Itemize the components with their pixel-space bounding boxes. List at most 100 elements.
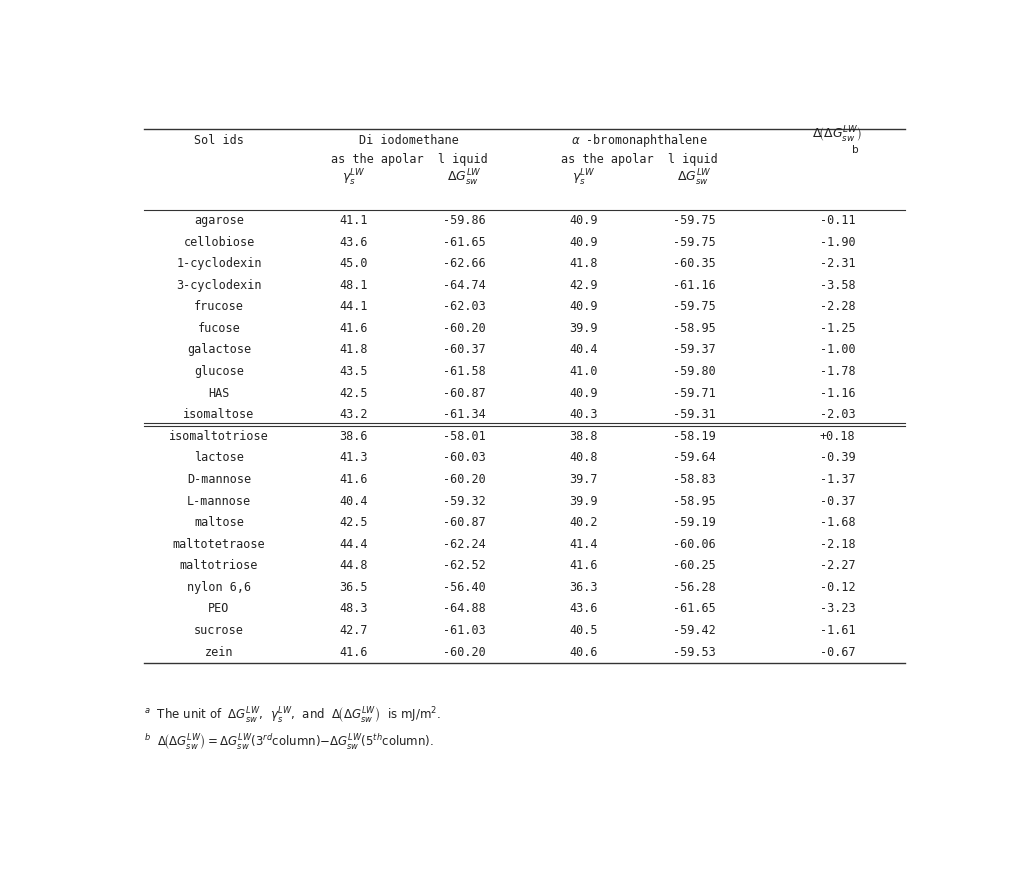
- Text: 42.5: 42.5: [340, 516, 368, 529]
- Text: -61.34: -61.34: [443, 408, 486, 421]
- Text: b: b: [851, 145, 858, 155]
- Text: -62.66: -62.66: [443, 258, 486, 270]
- Text: 41.6: 41.6: [340, 321, 368, 335]
- Text: 43.5: 43.5: [340, 365, 368, 378]
- Text: L-mannose: L-mannose: [187, 495, 251, 507]
- Text: 40.9: 40.9: [570, 386, 598, 399]
- Text: isomaltotriose: isomaltotriose: [169, 430, 269, 442]
- Text: -56.28: -56.28: [673, 581, 716, 594]
- Text: -2.28: -2.28: [819, 300, 855, 314]
- Text: -59.75: -59.75: [673, 236, 716, 249]
- Text: 41.8: 41.8: [340, 343, 368, 357]
- Text: 45.0: 45.0: [340, 258, 368, 270]
- Text: -3.23: -3.23: [819, 603, 855, 616]
- Text: -1.61: -1.61: [819, 624, 855, 637]
- Text: 48.1: 48.1: [340, 279, 368, 292]
- Text: $\Delta G_{sw}^{LW}$: $\Delta G_{sw}^{LW}$: [677, 168, 712, 188]
- Text: PEO: PEO: [209, 603, 230, 616]
- Text: maltose: maltose: [194, 516, 244, 529]
- Text: -2.03: -2.03: [819, 408, 855, 421]
- Text: 41.4: 41.4: [570, 538, 598, 551]
- Text: as the apolar  l iquid: as the apolar l iquid: [331, 152, 488, 166]
- Text: 44.4: 44.4: [340, 538, 368, 551]
- Text: -1.25: -1.25: [819, 321, 855, 335]
- Text: 38.8: 38.8: [570, 430, 598, 442]
- Text: -62.52: -62.52: [443, 559, 486, 572]
- Text: 38.6: 38.6: [340, 430, 368, 442]
- Text: 41.3: 41.3: [340, 451, 368, 464]
- Text: -59.75: -59.75: [673, 214, 716, 227]
- Text: -2.18: -2.18: [819, 538, 855, 551]
- Text: 41.6: 41.6: [340, 473, 368, 486]
- Text: 41.0: 41.0: [570, 365, 598, 378]
- Text: -59.71: -59.71: [673, 386, 716, 399]
- Text: -59.80: -59.80: [673, 365, 716, 378]
- Text: $\alpha$ -bromonaphthalene: $\alpha$ -bromonaphthalene: [571, 131, 708, 149]
- Text: 41.8: 41.8: [570, 258, 598, 270]
- Text: -61.58: -61.58: [443, 365, 486, 378]
- Text: 40.4: 40.4: [340, 495, 368, 507]
- Text: 40.2: 40.2: [570, 516, 598, 529]
- Text: -61.65: -61.65: [673, 603, 716, 616]
- Text: as the apolar  l iquid: as the apolar l iquid: [561, 152, 717, 166]
- Text: -59.86: -59.86: [443, 214, 486, 227]
- Text: -60.35: -60.35: [673, 258, 716, 270]
- Text: -0.11: -0.11: [819, 214, 855, 227]
- Text: -1.37: -1.37: [819, 473, 855, 486]
- Text: 44.8: 44.8: [340, 559, 368, 572]
- Text: -64.74: -64.74: [443, 279, 486, 292]
- Text: -58.19: -58.19: [673, 430, 716, 442]
- Text: -61.65: -61.65: [443, 236, 486, 249]
- Text: -56.40: -56.40: [443, 581, 486, 594]
- Text: 39.9: 39.9: [570, 495, 598, 507]
- Text: 39.7: 39.7: [570, 473, 598, 486]
- Text: -1.16: -1.16: [819, 386, 855, 399]
- Text: -60.37: -60.37: [443, 343, 486, 357]
- Text: -61.16: -61.16: [673, 279, 716, 292]
- Text: -3.58: -3.58: [819, 279, 855, 292]
- Text: 40.8: 40.8: [570, 451, 598, 464]
- Text: -59.37: -59.37: [673, 343, 716, 357]
- Text: nylon 6,6: nylon 6,6: [187, 581, 251, 594]
- Text: 48.3: 48.3: [340, 603, 368, 616]
- Text: -60.25: -60.25: [673, 559, 716, 572]
- Text: -58.95: -58.95: [673, 495, 716, 507]
- Text: -1.68: -1.68: [819, 516, 855, 529]
- Text: -62.24: -62.24: [443, 538, 486, 551]
- Text: HAS: HAS: [209, 386, 230, 399]
- Text: fucose: fucose: [197, 321, 240, 335]
- Text: 43.2: 43.2: [340, 408, 368, 421]
- Text: $\Delta\!\left(\Delta G_{sw}^{LW}\right)$: $\Delta\!\left(\Delta G_{sw}^{LW}\right)…: [812, 124, 862, 145]
- Text: 39.9: 39.9: [570, 321, 598, 335]
- Text: $\Delta G_{sw}^{LW}$: $\Delta G_{sw}^{LW}$: [447, 168, 482, 188]
- Text: zein: zein: [205, 646, 233, 659]
- Text: 42.5: 42.5: [340, 386, 368, 399]
- Text: -60.20: -60.20: [443, 646, 486, 659]
- Text: maltotetraose: maltotetraose: [173, 538, 265, 551]
- Text: -60.03: -60.03: [443, 451, 486, 464]
- Text: 40.9: 40.9: [570, 300, 598, 314]
- Text: -0.39: -0.39: [819, 451, 855, 464]
- Text: glucose: glucose: [194, 365, 244, 378]
- Text: -0.67: -0.67: [819, 646, 855, 659]
- Text: -60.20: -60.20: [443, 473, 486, 486]
- Text: -60.87: -60.87: [443, 386, 486, 399]
- Text: -59.75: -59.75: [673, 300, 716, 314]
- Text: -60.87: -60.87: [443, 516, 486, 529]
- Text: -64.88: -64.88: [443, 603, 486, 616]
- Text: maltotriose: maltotriose: [180, 559, 258, 572]
- Text: frucose: frucose: [194, 300, 244, 314]
- Text: lactose: lactose: [194, 451, 244, 464]
- Text: 40.9: 40.9: [570, 214, 598, 227]
- Text: -2.31: -2.31: [819, 258, 855, 270]
- Text: -61.03: -61.03: [443, 624, 486, 637]
- Text: $\gamma_s^{LW}$: $\gamma_s^{LW}$: [342, 168, 365, 188]
- Text: -59.64: -59.64: [673, 451, 716, 464]
- Text: -59.53: -59.53: [673, 646, 716, 659]
- Text: 41.6: 41.6: [570, 559, 598, 572]
- Text: -1.78: -1.78: [819, 365, 855, 378]
- Text: 3-cyclodexin: 3-cyclodexin: [176, 279, 262, 292]
- Text: -59.42: -59.42: [673, 624, 716, 637]
- Text: $^a$  The unit of  $\Delta G_{sw}^{LW}$,  $\gamma_s^{LW}$,  and  $\Delta\!\left(: $^a$ The unit of $\Delta G_{sw}^{LW}$, $…: [143, 706, 441, 725]
- Text: 40.3: 40.3: [570, 408, 598, 421]
